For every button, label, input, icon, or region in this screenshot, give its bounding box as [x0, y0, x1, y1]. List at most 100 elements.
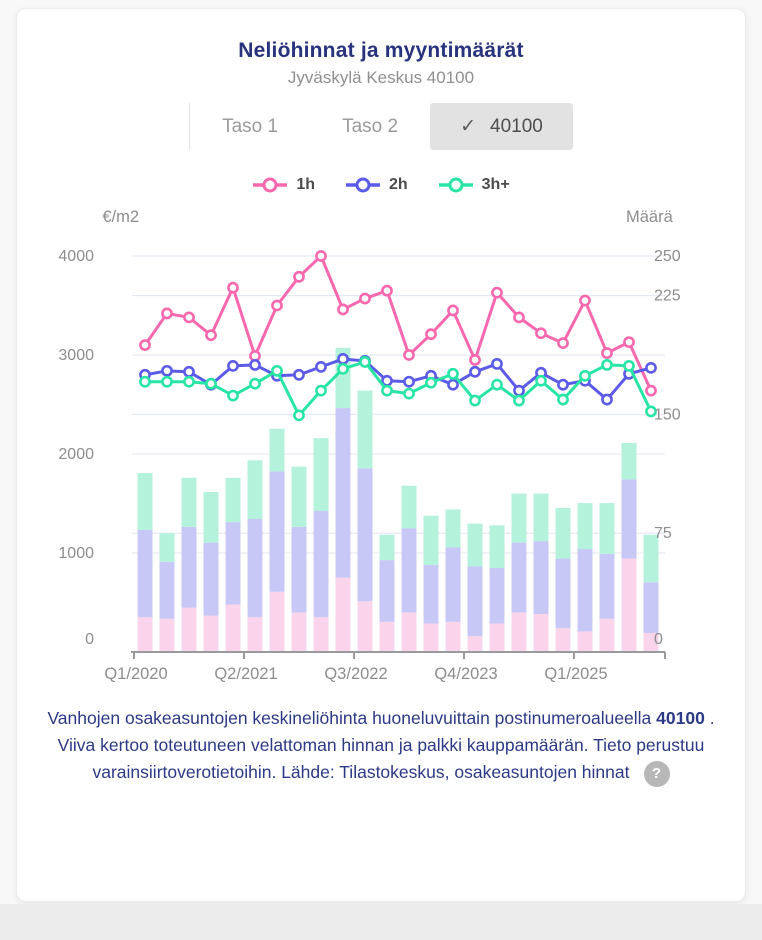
bar-segment-2h[interactable]: [379, 560, 395, 622]
data-point-1h[interactable]: [447, 304, 459, 317]
bar-segment-1h[interactable]: [621, 558, 637, 652]
tab-taso-2[interactable]: Taso 2: [310, 103, 430, 150]
data-point-3h+[interactable]: [469, 394, 481, 407]
data-point-2h[interactable]: [469, 365, 481, 378]
bar-segment-2h[interactable]: [357, 468, 373, 602]
data-point-1h[interactable]: [293, 270, 305, 283]
bar-segment-1h[interactable]: [181, 607, 197, 652]
bar-segment-3h+[interactable]: [643, 534, 659, 583]
bar-segment-3h+[interactable]: [203, 492, 219, 543]
data-point-1h[interactable]: [513, 311, 525, 324]
help-icon[interactable]: ?: [643, 760, 670, 787]
bar-segment-1h[interactable]: [225, 604, 241, 652]
bar-segment-2h[interactable]: [489, 568, 505, 624]
bar-segment-3h+[interactable]: [291, 466, 307, 527]
bar-segment-3h+[interactable]: [225, 477, 241, 523]
legend-item-1h[interactable]: 1h: [252, 176, 315, 194]
data-point-1h[interactable]: [183, 311, 195, 324]
bar-segment-1h[interactable]: [401, 612, 417, 652]
bar-segment-2h[interactable]: [225, 522, 241, 605]
data-point-3h+[interactable]: [557, 393, 569, 406]
data-point-2h[interactable]: [513, 384, 525, 397]
bar-segment-2h[interactable]: [203, 542, 219, 616]
bar-segment-1h[interactable]: [335, 577, 351, 652]
bar-segment-2h[interactable]: [555, 558, 571, 629]
bar-segment-1h[interactable]: [599, 618, 615, 652]
data-point-2h[interactable]: [315, 360, 327, 373]
data-point-3h+[interactable]: [359, 356, 371, 368]
bar-segment-2h[interactable]: [291, 526, 307, 613]
bar-segment-1h[interactable]: [137, 617, 153, 652]
bar-segment-1h[interactable]: [379, 621, 395, 652]
data-point-1h[interactable]: [403, 349, 415, 361]
data-point-3h+[interactable]: [535, 374, 547, 387]
data-point-3h+[interactable]: [205, 377, 217, 390]
bar-segment-2h[interactable]: [181, 526, 197, 608]
data-point-2h[interactable]: [227, 359, 239, 372]
data-point-1h[interactable]: [491, 286, 503, 299]
data-point-1h[interactable]: [315, 250, 327, 262]
data-point-1h[interactable]: [381, 284, 393, 297]
data-point-1h[interactable]: [359, 292, 371, 305]
data-point-1h[interactable]: [579, 294, 591, 307]
data-point-3h+[interactable]: [425, 376, 437, 389]
data-point-1h[interactable]: [645, 384, 657, 397]
bar-segment-3h+[interactable]: [511, 493, 527, 543]
data-point-2h[interactable]: [403, 375, 415, 388]
data-point-2h[interactable]: [161, 364, 173, 377]
bar-segment-2h[interactable]: [467, 566, 483, 637]
bar-segment-3h+[interactable]: [137, 473, 153, 531]
tab-taso-1[interactable]: Taso 1: [190, 103, 310, 150]
data-point-2h[interactable]: [645, 361, 657, 374]
bar-segment-1h[interactable]: [423, 623, 439, 652]
bar-segment-1h[interactable]: [467, 636, 483, 652]
data-point-1h[interactable]: [227, 281, 239, 294]
bar-segment-1h[interactable]: [555, 628, 571, 652]
data-point-1h[interactable]: [139, 339, 151, 351]
data-point-1h[interactable]: [535, 327, 547, 340]
price-volume-chart[interactable]: Q1/2020 Q2/2021 Q3/2022 Q4/2023 Q1/2025 0 1000…: [29, 206, 739, 692]
bar-segment-3h+[interactable]: [533, 493, 549, 542]
bar-segment-1h[interactable]: [533, 613, 549, 652]
data-point-1h[interactable]: [601, 347, 613, 359]
bar-segment-2h[interactable]: [621, 479, 637, 559]
bar-segment-2h[interactable]: [335, 408, 351, 578]
bar-segment-3h+[interactable]: [313, 438, 329, 512]
data-point-3h+[interactable]: [315, 384, 327, 397]
data-point-2h[interactable]: [447, 378, 459, 391]
data-point-2h[interactable]: [491, 358, 503, 370]
bar-segment-1h[interactable]: [291, 612, 307, 652]
data-point-2h[interactable]: [601, 393, 613, 406]
data-point-2h[interactable]: [183, 365, 195, 378]
bar-segment-2h[interactable]: [643, 582, 659, 633]
data-point-1h[interactable]: [425, 328, 437, 341]
bar-segment-2h[interactable]: [423, 564, 439, 624]
tab-40100[interactable]: ✓ 40100: [430, 103, 573, 150]
data-point-3h+[interactable]: [227, 389, 239, 402]
bar-segment-3h+[interactable]: [577, 503, 593, 550]
bar-segment-1h[interactable]: [489, 623, 505, 652]
data-point-1h[interactable]: [557, 337, 569, 350]
bar-segment-2h[interactable]: [247, 518, 263, 618]
data-point-3h+[interactable]: [139, 375, 151, 388]
bar-segment-3h+[interactable]: [247, 460, 263, 519]
bar-segment-1h[interactable]: [445, 621, 461, 652]
data-point-1h[interactable]: [271, 299, 283, 312]
bar-segment-3h+[interactable]: [555, 507, 571, 559]
data-point-3h+[interactable]: [161, 375, 173, 388]
data-point-3h+[interactable]: [381, 384, 393, 397]
data-point-1h[interactable]: [623, 336, 635, 349]
data-point-3h+[interactable]: [337, 362, 349, 375]
bar-segment-1h[interactable]: [269, 591, 285, 652]
legend-item-2h[interactable]: 2h: [345, 176, 408, 194]
data-point-3h+[interactable]: [249, 377, 261, 390]
data-point-3h+[interactable]: [645, 405, 657, 418]
bar-segment-3h+[interactable]: [599, 503, 615, 554]
bar-segment-1h[interactable]: [357, 601, 373, 652]
bar-segment-1h[interactable]: [643, 632, 659, 652]
bar-segment-3h+[interactable]: [401, 485, 417, 529]
data-point-3h+[interactable]: [579, 369, 591, 382]
bar-segment-1h[interactable]: [511, 612, 527, 652]
data-point-3h+[interactable]: [513, 394, 525, 407]
bar-segment-3h+[interactable]: [379, 534, 395, 561]
